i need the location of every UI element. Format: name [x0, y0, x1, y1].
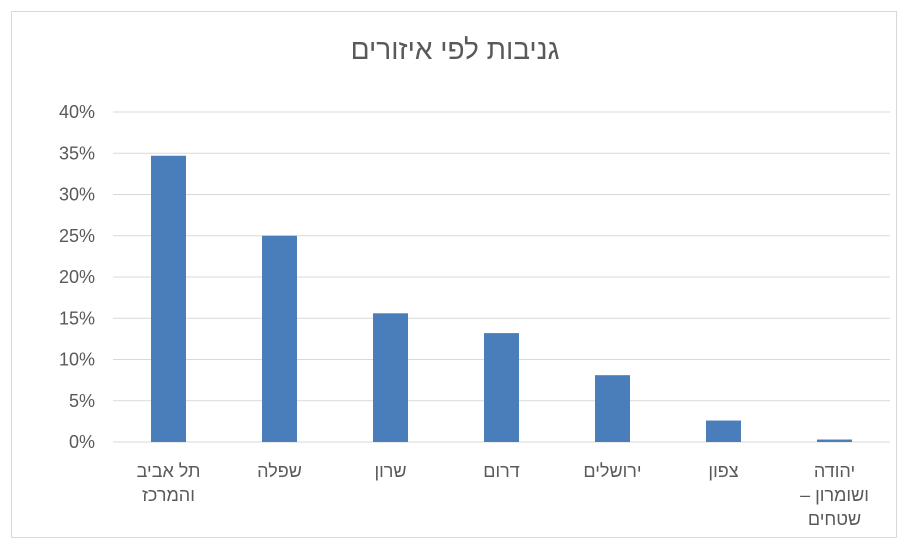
bar	[262, 235, 297, 442]
bar	[484, 333, 519, 442]
x-tick-label: שרון	[374, 461, 406, 481]
bar	[151, 155, 186, 442]
y-tick-label: 25%	[59, 226, 95, 246]
y-tick-label: 35%	[59, 143, 95, 163]
x-tick-label: צפון	[708, 461, 738, 481]
x-tick-label: תל אביב והמרכז	[137, 461, 201, 505]
chart-title: גניבות לפי איזורים	[350, 34, 560, 65]
bar	[373, 313, 408, 442]
bar	[706, 420, 741, 442]
y-tick-label: 5%	[69, 391, 95, 411]
y-tick-label: 40%	[59, 102, 95, 122]
x-tick-label: דרום	[483, 461, 519, 481]
y-tick-label: 15%	[59, 308, 95, 328]
bar	[817, 439, 852, 442]
x-tick-label: ירושלים	[583, 461, 641, 481]
y-tick-label: 10%	[59, 350, 95, 370]
x-tick-label: יהודה ושומרון – שטחים	[800, 461, 869, 529]
y-tick-label: 0%	[69, 432, 95, 452]
y-tick-label: 30%	[59, 185, 95, 205]
y-tick-label: 20%	[59, 267, 95, 287]
bar	[595, 375, 630, 442]
x-tick-label: שפלה	[257, 461, 302, 481]
